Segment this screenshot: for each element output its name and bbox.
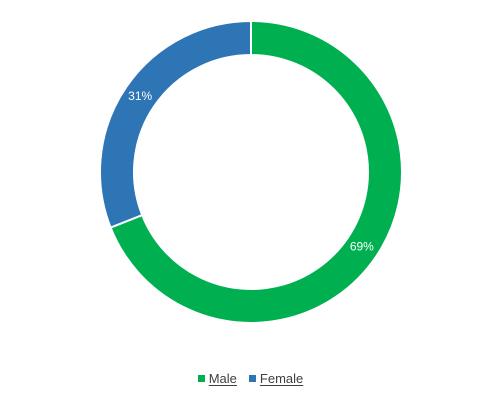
legend-swatch-female (248, 375, 256, 382)
legend-label-female: Female (259, 371, 304, 386)
data-label-male: 69% (350, 239, 374, 253)
slice-female[interactable] (99, 19, 252, 229)
legend-item-male[interactable]: Male (197, 371, 237, 386)
slice-labels-group: 69% 31% (128, 89, 374, 254)
slices-group (99, 19, 403, 324)
slice-male[interactable] (109, 19, 403, 324)
legend-swatch-male (197, 375, 205, 382)
legend-label-male: Male (208, 371, 237, 386)
legend: Male Female (0, 371, 501, 386)
legend-item-female[interactable]: Female (248, 371, 304, 386)
data-label-female: 31% (128, 89, 152, 103)
